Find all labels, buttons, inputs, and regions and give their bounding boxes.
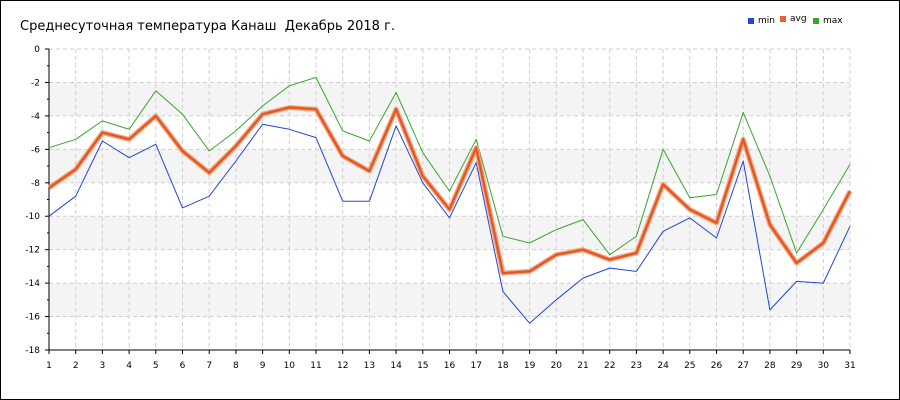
legend-swatch (780, 16, 786, 22)
legend-label: min (758, 16, 775, 26)
legend-label: max (823, 16, 843, 26)
legend-item-min: min (748, 16, 775, 27)
y-tick-label: -18 (25, 346, 40, 356)
x-tick-label: 23 (631, 361, 642, 371)
legend-swatch (813, 18, 819, 24)
y-tick-label: -4 (31, 112, 40, 122)
x-tick-label: 29 (791, 361, 803, 371)
y-tick-label: -8 (31, 179, 40, 189)
x-tick-label: 17 (470, 361, 481, 371)
legend-item-max: max (813, 16, 843, 27)
x-tick-label: 12 (337, 361, 348, 371)
x-tick-label: 24 (657, 361, 669, 371)
x-tick-label: 14 (390, 361, 402, 371)
x-tick-label: 8 (233, 361, 239, 371)
x-tick-label: 4 (126, 361, 132, 371)
x-tick-label: 9 (260, 361, 266, 371)
x-tick-label: 13 (364, 361, 375, 371)
legend-swatch (748, 18, 754, 24)
x-tick-label: 20 (551, 361, 563, 371)
series-line-max (48, 76, 851, 256)
x-tick-label: 15 (417, 361, 428, 371)
x-tick-label: 22 (604, 361, 615, 371)
x-tick-label: 7 (206, 361, 212, 371)
x-tick-label: 28 (764, 361, 776, 371)
x-tick-label: 10 (284, 361, 296, 371)
x-tick-label: 16 (444, 361, 456, 371)
y-tick-label: -12 (25, 246, 40, 256)
x-tick-label: 1 (46, 361, 52, 371)
x-tick-label: 26 (711, 361, 723, 371)
x-tick-label: 3 (100, 361, 106, 371)
x-tick-label: 31 (844, 361, 855, 371)
x-tick-label: 5 (153, 361, 159, 371)
y-tick-label: -6 (31, 145, 40, 155)
chart-title: Среднесуточная температура Канаш Декабрь… (20, 19, 396, 34)
x-tick-label: 21 (577, 361, 588, 371)
y-tick-label: -10 (25, 212, 40, 222)
y-tick-label: -16 (25, 313, 40, 323)
x-tick-label: 27 (737, 361, 748, 371)
legend-label: avg (790, 14, 807, 24)
legend-item-avg: avg (780, 14, 807, 25)
series-line-min (48, 123, 851, 324)
y-tick-label: 0 (34, 45, 40, 55)
x-tick-label: 18 (497, 361, 509, 371)
x-tick-label: 2 (73, 361, 79, 371)
x-tick-label: 6 (180, 361, 186, 371)
x-tick-label: 19 (524, 361, 536, 371)
y-tick-label: -14 (25, 279, 40, 289)
x-tick-label: 11 (310, 361, 321, 371)
series-line-avg-texture (48, 107, 851, 274)
x-tick-label: 30 (818, 361, 830, 371)
x-tick-label: 25 (684, 361, 695, 371)
y-tick-label: -2 (31, 78, 40, 88)
